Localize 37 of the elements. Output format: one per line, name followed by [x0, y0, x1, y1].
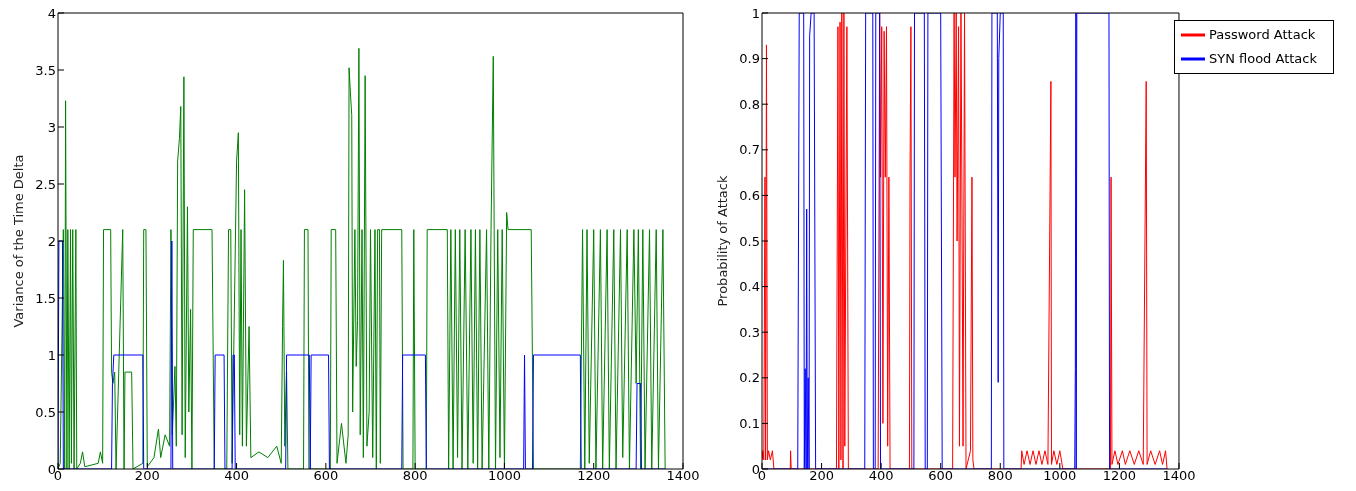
y-tick-label: 0.9: [739, 51, 760, 67]
y-tick-label: 0.8: [739, 96, 760, 112]
x-tick-label: 1400: [1162, 468, 1196, 484]
y-tick-label: 1: [47, 347, 56, 363]
y-axis-title: Variance of the Time Delta: [10, 154, 26, 328]
y-axis-title: Probability of Attack: [714, 175, 730, 307]
legend-label: Password Attack: [1208, 26, 1316, 42]
y-tick-label: 0.5: [739, 233, 760, 249]
x-tick-label: 200: [134, 468, 160, 484]
x-tick-label: 800: [987, 468, 1013, 484]
y-tick-label: 0.1: [739, 416, 760, 432]
y-tick-label: 0.5: [35, 404, 56, 420]
y-tick-label: 2.5: [35, 176, 56, 192]
y-tick-label: 0.7: [739, 142, 760, 158]
y-tick-label: 0.4: [739, 279, 760, 295]
x-tick-label: 400: [224, 468, 249, 484]
y-tick-label: 1.5: [35, 290, 56, 306]
x-tick-label: 1000: [1043, 468, 1077, 484]
x-tick-label: 1200: [577, 468, 611, 484]
x-tick-label: 1400: [666, 468, 700, 484]
y-tick-label: 1: [751, 5, 760, 21]
x-tick-label: 800: [402, 468, 428, 484]
x-tick-label: 400: [868, 468, 894, 484]
x-tick-label: 600: [928, 468, 954, 484]
y-tick-label: 0.6: [739, 188, 760, 204]
x-tick-label: 200: [809, 468, 834, 484]
x-tick-label: 600: [313, 468, 339, 484]
x-tick-label: 1200: [1102, 468, 1136, 484]
y-tick-label: 3.5: [35, 62, 56, 78]
y-tick-label: 3: [47, 119, 56, 135]
legend-label: SYN flood Attack: [1208, 50, 1317, 66]
line-series: [58, 47, 666, 469]
y-tick-label: 2: [47, 233, 56, 249]
y-tick-label: 4: [47, 5, 56, 21]
x-tick-label: 1000: [487, 468, 521, 484]
y-tick-label: 0.2: [739, 370, 760, 386]
y-tick-label: 0.3: [739, 324, 760, 340]
